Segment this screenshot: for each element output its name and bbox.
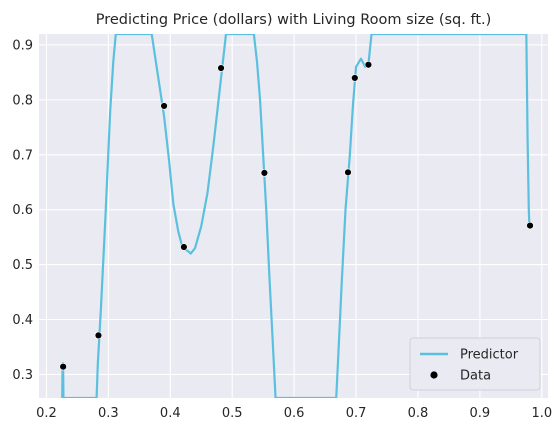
y-tick-label: 0.6 (12, 203, 33, 218)
y-tick-label: 0.8 (12, 93, 33, 108)
data-point (59, 363, 67, 371)
x-tick-label: 0.2 (36, 406, 57, 421)
y-tick-label: 0.5 (12, 258, 33, 273)
data-point (160, 102, 168, 110)
legend-box (409, 337, 541, 391)
x-tick-labels: 0.2 0.3 0.4 0.5 0.6 0.7 0.8 0.9 1.0 (36, 406, 552, 421)
y-tick-labels: 0.3 0.4 0.5 0.6 0.7 0.8 0.9 (12, 38, 33, 382)
data-point (217, 64, 225, 72)
x-tick-label: 0.5 (222, 406, 243, 421)
x-tick-label: 0.3 (98, 406, 119, 421)
y-tick-label: 0.3 (12, 368, 33, 383)
legend-predictor-label: Predictor (460, 348, 519, 363)
x-tick-label: 0.8 (408, 406, 429, 421)
chart-title: Predicting Price (dollars) with Living R… (96, 12, 492, 28)
x-tick-label: 0.9 (470, 406, 491, 421)
data-point (94, 331, 103, 340)
data-point (344, 168, 352, 177)
x-tick-label: 0.7 (346, 406, 367, 421)
y-tick-label: 0.7 (12, 148, 33, 163)
legend-data-swatch (430, 371, 438, 379)
data-point (260, 169, 269, 177)
data-point (526, 221, 534, 230)
data-point (351, 74, 359, 82)
data-point (180, 243, 188, 251)
y-tick-label: 0.4 (12, 313, 33, 328)
legend-data-label: Data (460, 369, 491, 384)
data-point (364, 61, 373, 69)
y-tick-label: 0.9 (12, 38, 33, 53)
x-tick-label: 0.4 (160, 406, 181, 421)
x-tick-label: 0.6 (284, 406, 305, 421)
plot-area (39, 34, 548, 398)
x-tick-label: 1.0 (531, 406, 552, 421)
series-layer (59, 34, 534, 398)
legend: Predictor Data (409, 337, 541, 391)
